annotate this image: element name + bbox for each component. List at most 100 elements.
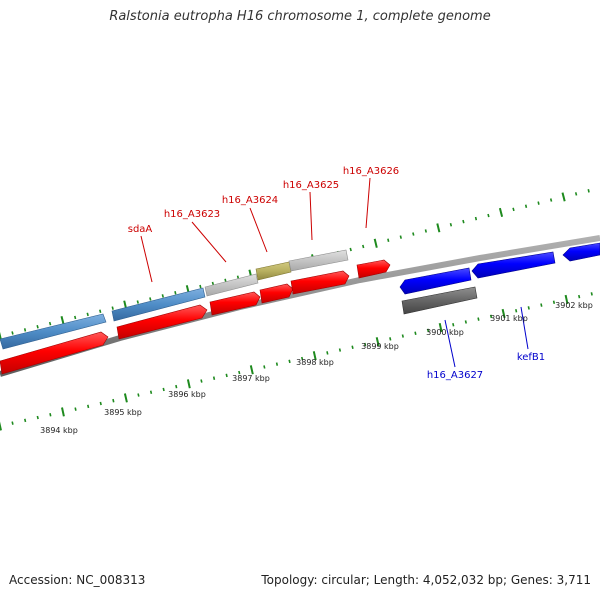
reverse-track-minor-tick [49, 413, 52, 417]
forward-track-minor-tick [111, 306, 114, 310]
reverse-track-minor-tick [200, 379, 203, 383]
forward-track-minor-tick [86, 312, 89, 317]
reverse-track-major-tick [61, 407, 65, 417]
forward-track-major-tick [436, 223, 441, 233]
reverse-track-minor-tick [212, 376, 216, 380]
reverse-track-minor-tick [263, 365, 266, 369]
reverse-track-minor-tick [578, 294, 581, 299]
cds-reverse-kefB1 [471, 251, 556, 279]
gene-h16-a3624 [255, 261, 292, 281]
label-h16-a3627: h16_A3627 [427, 370, 483, 381]
forward-track-minor-tick [349, 247, 352, 252]
forward-track-minor-tick [11, 331, 14, 335]
leader-h16-a3627 [444, 319, 456, 368]
forward-track-major-tick [498, 207, 504, 218]
reverse-track-minor-tick [464, 320, 467, 324]
forward-track-minor-tick [387, 238, 390, 242]
forward-track-minor-tick [23, 328, 27, 332]
chromosome-backbone [0, 235, 600, 377]
reverse-track-minor-tick [112, 398, 115, 403]
cds-forward-1 [0, 331, 109, 375]
reverse-track-minor-tick [552, 300, 556, 304]
label-h16-a3624: h16_A3624 [222, 195, 278, 206]
leader-kefB1 [520, 306, 529, 350]
forward-track-minor-tick [362, 244, 365, 249]
forward-track-major-tick [373, 238, 378, 248]
label-kefB1: kefB1 [517, 352, 545, 363]
cds-reverse-1 [399, 267, 472, 295]
leader-h16-a3624 [249, 207, 268, 253]
leader-h16-a3623 [191, 221, 227, 263]
forward-track-minor-tick [136, 300, 139, 304]
forward-track-minor-tick [74, 315, 77, 320]
reverse-track-minor-tick [590, 292, 593, 296]
feature-steelblue-1 [0, 313, 107, 350]
label-sdaA: sdaA [128, 224, 153, 235]
reverse-track-minor-tick [225, 373, 228, 378]
forward-track-minor-tick [36, 325, 39, 329]
forward-track-minor-tick [524, 204, 528, 208]
reverse-track-minor-tick [351, 345, 354, 349]
forward-track-minor-tick [574, 192, 578, 196]
genome-summary-text: Topology: circular; Length: 4,052,032 bp… [261, 573, 591, 587]
reverse-track-minor-tick [326, 351, 329, 355]
reverse-track-minor-tick [288, 359, 291, 364]
kbp-label-3901: 3901 kbp [490, 314, 528, 323]
accession-text: Accession: NC_008313 [9, 573, 146, 587]
reverse-track-minor-tick [414, 331, 417, 335]
reverse-track-minor-tick [36, 415, 39, 420]
reverse-track-major-tick [123, 393, 128, 403]
cds-forward-3 [259, 283, 294, 304]
forward-track-minor-tick [48, 321, 52, 326]
forward-track-minor-tick [587, 189, 590, 193]
reverse-track-major-tick [375, 337, 380, 347]
forward-track-minor-tick [487, 213, 490, 218]
reverse-track-major-tick [564, 294, 569, 305]
forward-track-minor-tick [399, 235, 402, 239]
cds-reverse-3 [562, 242, 600, 262]
forward-track-minor-tick [512, 207, 515, 212]
reverse-track-minor-tick [137, 393, 140, 397]
feature-steelblue-2 [111, 287, 206, 322]
reverse-track-minor-tick [149, 390, 153, 394]
reverse-track-minor-tick [99, 401, 102, 406]
reverse-track-major-tick [0, 421, 2, 431]
reverse-track-minor-tick [401, 334, 404, 338]
reverse-track-major-tick [438, 322, 443, 333]
reverse-track-major-tick [186, 379, 191, 389]
reverse-track-minor-tick [338, 348, 342, 352]
gene-h16-a3625 [288, 249, 349, 272]
leader-sdaA [140, 235, 153, 283]
reverse-track-minor-tick [527, 306, 530, 310]
forward-track-major-tick [561, 192, 566, 202]
reverse-track-minor-tick [515, 309, 518, 313]
cds-forward-h16-a3626 [356, 259, 391, 279]
reverse-track-minor-tick [175, 384, 178, 389]
forward-track-minor-tick [99, 309, 102, 313]
forward-track-minor-tick [224, 278, 227, 283]
reverse-track-minor-tick [452, 323, 455, 327]
kbp-label-3895: 3895 kbp [104, 408, 142, 417]
reverse-track-minor-tick [489, 314, 493, 319]
gene-h16-a3623 [204, 273, 259, 297]
feature-h16-a3627 [401, 286, 478, 315]
forward-track-minor-tick [149, 297, 152, 301]
forward-track-minor-tick [412, 232, 415, 236]
label-h16-a3626: h16_A3626 [343, 166, 399, 177]
reverse-track-minor-tick [238, 370, 241, 375]
reverse-track-minor-tick [87, 404, 90, 409]
cds-forward-2 [116, 304, 208, 340]
reverse-track-major-tick [249, 365, 254, 375]
reverse-track-minor-tick [301, 356, 304, 361]
leader-h16-a3625 [309, 191, 313, 241]
reverse-track-minor-tick [11, 421, 14, 425]
reverse-track-minor-tick [24, 418, 27, 423]
reverse-track-minor-tick [389, 337, 392, 341]
leader-h16-a3626 [365, 177, 371, 229]
kbp-label-3902: 3902 kbp [555, 301, 593, 310]
cds-forward-sdaA [209, 291, 261, 316]
forward-track-minor-tick [424, 229, 427, 233]
kbp-label-3896: 3896 kbp [168, 390, 206, 399]
forward-track-minor-tick [549, 198, 553, 202]
